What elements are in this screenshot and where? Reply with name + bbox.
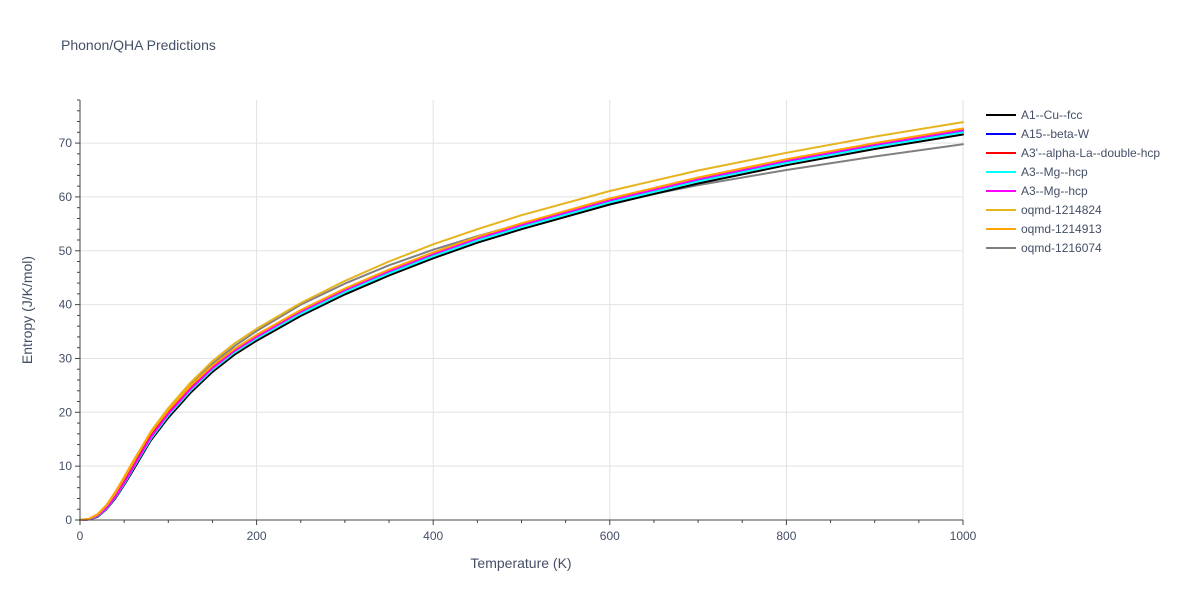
legend-label: oqmd-1214824 [1021,203,1102,217]
x-tick-label: 400 [423,529,443,543]
y-tick-label: 30 [59,351,73,365]
legend-label: A15--beta-W [1021,127,1090,141]
legend-label: A3--Mg--hcp [1021,184,1088,198]
legend-item: A3--Mg--hcp [986,184,1088,198]
legend-label: A3'--alpha-La--double-hcp [1021,146,1160,160]
y-tick-label: 0 [65,513,72,527]
series-line-7 [79,127,964,521]
axis-layer: 0 200 400 600 800 1000 0 10 20 30 40 50 60 70 [59,99,977,543]
grid-layer [80,100,964,520]
y-tick-label: 40 [59,298,73,312]
y-tick-label: 20 [59,405,73,419]
legend-label: oqmd-1214913 [1021,222,1102,236]
legend-label: A1--Cu--fcc [1021,108,1082,122]
legend: A1--Cu--fcc A15--beta-W A3'--alpha-La--dou… [986,108,1160,255]
x-tick-label: 0 [77,529,84,543]
legend-label: oqmd-1216074 [1021,241,1102,255]
legend-item: oqmd-1214913 [986,222,1102,236]
x-tick-label: 1000 [950,529,977,543]
x-tick-label: 200 [247,529,267,543]
chart-title: Phonon/QHA Predictions [61,37,216,53]
y-tick-label: 70 [59,136,73,150]
legend-item: A3'--alpha-La--double-hcp [986,146,1160,160]
series-line-5 [79,129,964,521]
y-axis-label: Entropy (J/K/mol) [19,256,35,364]
legend-item: A3--Mg--hcp [986,165,1088,179]
legend-item: A1--Cu--fcc [986,108,1082,122]
legend-label: A3--Mg--hcp [1021,165,1088,179]
legend-item: A15--beta-W [986,127,1090,141]
legend-item: oqmd-1214824 [986,203,1102,217]
x-tick-label: 800 [776,529,796,543]
series-layer [79,121,964,521]
x-tick-label: 600 [600,529,620,543]
y-tick-label: 50 [59,244,73,258]
y-tick-label: 60 [59,190,73,204]
y-tick-label: 10 [59,459,73,473]
legend-item: oqmd-1216074 [986,241,1102,255]
x-axis-label: Temperature (K) [470,555,571,571]
